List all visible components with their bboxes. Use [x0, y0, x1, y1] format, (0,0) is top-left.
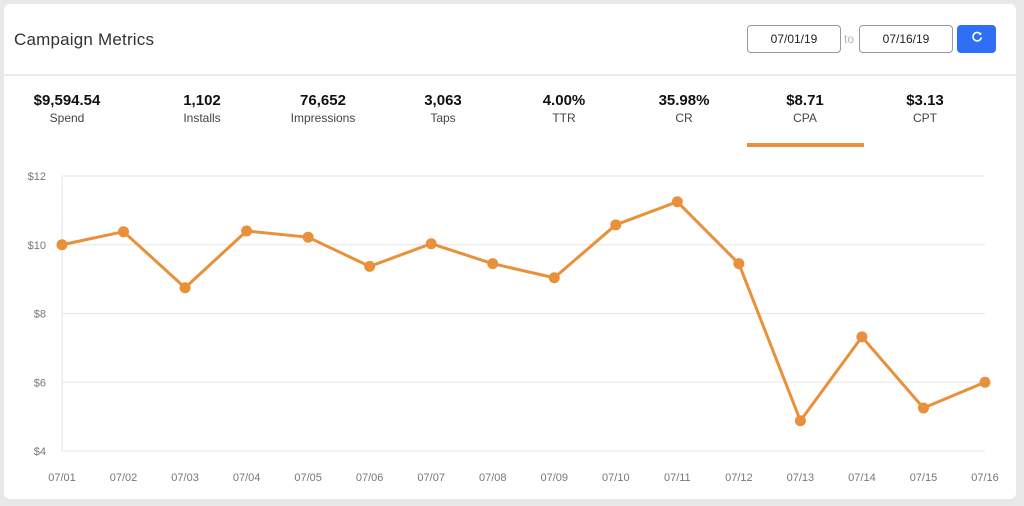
metric-value: 3,063: [424, 92, 462, 109]
x-tick-label: 07/11: [664, 472, 691, 484]
metric-value: 76,652: [300, 92, 346, 109]
metric-impressions[interactable]: 76,652 Impressions: [264, 92, 382, 126]
metric-cpt[interactable]: $3.13 CPT: [866, 92, 984, 126]
x-tick-label: 07/10: [602, 472, 630, 484]
refresh-icon: [971, 30, 983, 48]
metric-value: $3.13: [906, 92, 944, 109]
x-tick-label: 07/05: [294, 472, 322, 484]
metric-cpa[interactable]: $8.71 CPA: [746, 92, 864, 126]
metric-label: Impressions: [290, 111, 356, 125]
metric-taps[interactable]: 3,063 Taps: [384, 92, 502, 126]
metric-label: Installs: [183, 111, 221, 125]
x-tick-label: 07/09: [541, 472, 569, 484]
data-point[interactable]: [979, 376, 991, 388]
data-point[interactable]: [610, 219, 622, 231]
x-tick-label: 07/15: [910, 472, 938, 484]
date-range-separator: to: [844, 32, 855, 46]
x-tick-label: 07/06: [356, 472, 384, 484]
x-tick-label: 07/12: [725, 472, 753, 484]
start-date-input[interactable]: 07/01/19: [747, 25, 841, 53]
metric-label: CPA: [793, 111, 817, 125]
data-point[interactable]: [179, 282, 191, 294]
metrics-row: $9,594.54 Spend 1,102 Installs 76,652 Im…: [4, 74, 1016, 154]
x-tick-label: 07/01: [48, 472, 76, 484]
x-tick-label: 07/13: [787, 472, 815, 484]
refresh-button[interactable]: [957, 25, 996, 53]
data-point[interactable]: [856, 331, 868, 343]
metric-value: 35.98%: [658, 92, 710, 109]
data-point[interactable]: [56, 239, 68, 251]
data-point[interactable]: [733, 258, 745, 270]
metric-label: TTR: [552, 111, 576, 125]
metric-cr[interactable]: 35.98% CR: [625, 92, 743, 126]
metric-label: CPT: [913, 111, 937, 125]
x-tick-label: 07/14: [848, 472, 876, 484]
x-tick-label: 07/02: [110, 472, 138, 484]
active-metric-indicator: [747, 143, 864, 147]
data-point[interactable]: [364, 260, 376, 272]
data-point[interactable]: [118, 226, 130, 238]
metric-value: 4.00%: [542, 92, 586, 109]
y-tick-label: $10: [28, 240, 46, 252]
metric-installs[interactable]: 1,102 Installs: [143, 92, 261, 126]
metric-spend[interactable]: $9,594.54 Spend: [8, 92, 126, 126]
metric-value: $9,594.54: [33, 92, 101, 109]
x-tick-label: 07/04: [233, 472, 261, 484]
data-point[interactable]: [241, 225, 253, 237]
x-tick-label: 07/07: [417, 472, 445, 484]
series-line: [61, 200, 986, 423]
data-point[interactable]: [794, 415, 806, 427]
metric-value: $8.71: [786, 92, 824, 109]
y-tick-label: $8: [34, 309, 46, 321]
card-header: Campaign Metrics 07/01/19 to 07/16/19: [4, 4, 1016, 76]
data-point[interactable]: [425, 238, 437, 250]
cpa-line-chart: $4 $6 $8 $10 $12 07/01 07/02 07/03 07/04 07/05 07…: [28, 171, 999, 484]
page-title: Campaign Metrics: [14, 30, 155, 49]
x-tick-label: 07/08: [479, 472, 507, 484]
x-tick-label: 07/16: [971, 472, 999, 484]
x-tick-label: 07/03: [171, 472, 199, 484]
data-point[interactable]: [917, 402, 929, 414]
data-point[interactable]: [671, 196, 683, 208]
data-point[interactable]: [302, 231, 314, 243]
metric-label: Spend: [49, 111, 85, 125]
metrics-card: Campaign Metrics 07/01/19 to 07/16/19 $9…: [4, 4, 1016, 499]
metric-label: Taps: [430, 111, 456, 125]
data-point[interactable]: [487, 258, 499, 270]
y-tick-label: $12: [28, 171, 46, 183]
metric-ttr[interactable]: 4.00% TTR: [505, 92, 623, 126]
metric-label: CR: [675, 111, 693, 125]
metric-value: 1,102: [183, 92, 221, 109]
end-date-input[interactable]: 07/16/19: [859, 25, 953, 53]
y-tick-label: $6: [34, 377, 46, 389]
data-point[interactable]: [548, 272, 560, 284]
y-tick-label: $4: [34, 446, 46, 458]
